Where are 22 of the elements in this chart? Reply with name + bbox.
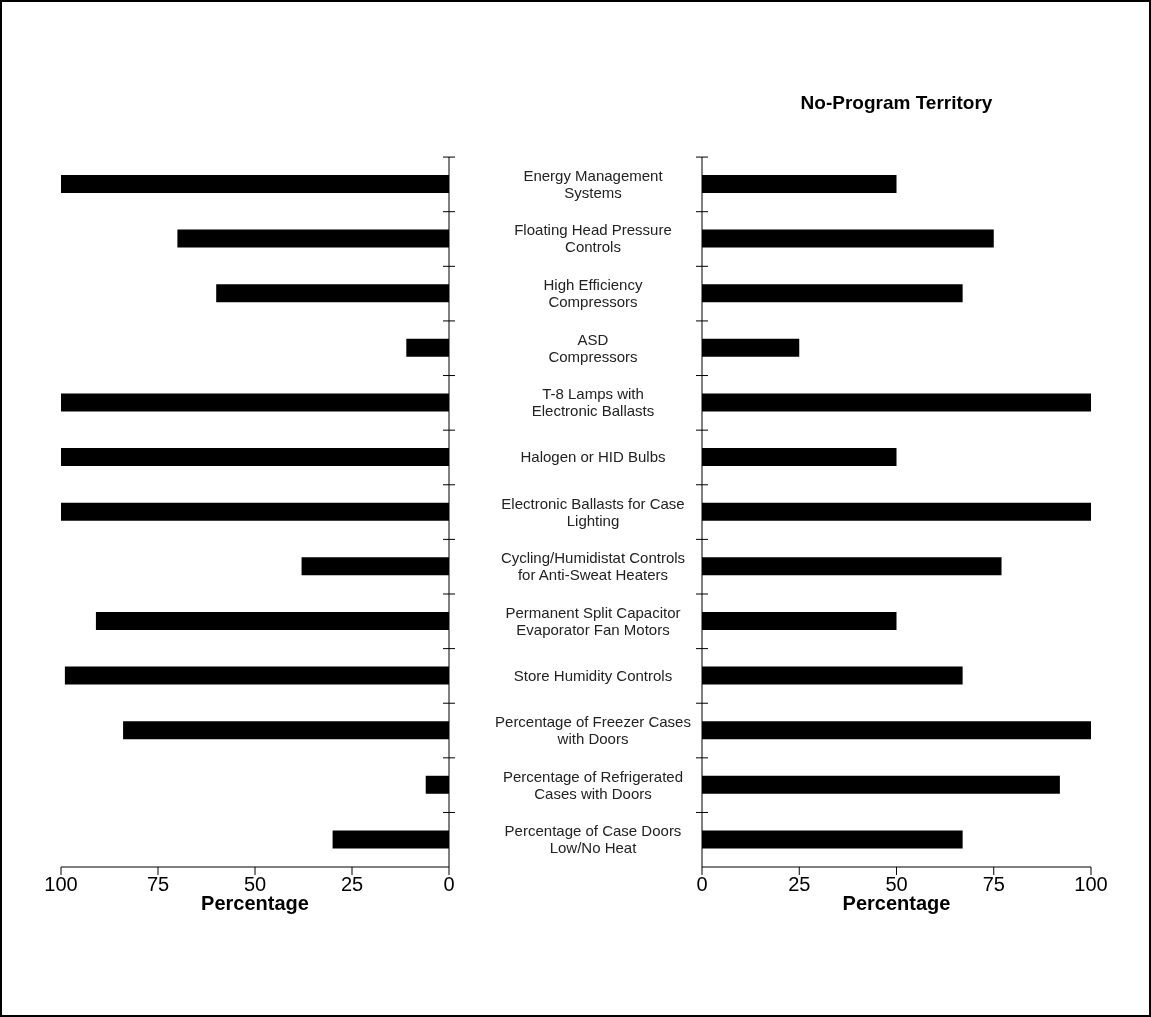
x-tick-label: 0: [696, 873, 708, 896]
chart-title: No-Program Territory: [799, 92, 994, 114]
y-tick-label: Electronic Ballasts for Case Lighting: [501, 494, 685, 529]
y-tick-label: Store Humidity Controls: [513, 666, 673, 684]
x-tick-label: 75: [146, 873, 170, 896]
y-tick-label: Cycling/Humidistat Controls for Anti-Sweat Heaters: [500, 549, 686, 584]
y-tick-label: High Efficiency Compressors: [543, 276, 643, 311]
y-tick-label: Permanent Split Capacitor Evaporator Fan Motors: [505, 603, 681, 638]
x-tick-label: 25: [340, 873, 364, 896]
x-tick-label: 100: [44, 873, 78, 896]
x-tick-label: 0: [443, 873, 455, 896]
x-tick-label: 75: [982, 873, 1005, 896]
y-tick-label: Halogen or HID Bulbs: [520, 448, 666, 466]
y-tick-label: Energy Management Systems: [523, 166, 664, 201]
y-tick-label: Percentage of Refrigerated Cases with Doors: [502, 767, 684, 802]
y-tick-label: Percentage of Case Doors Low/No Heat: [504, 822, 682, 857]
x-tick-label: 100: [1074, 873, 1108, 896]
y-tick-label: Percentage of Freezer Cases with Doors: [495, 712, 691, 747]
y-tick-label: T-8 Lamps with Electronic Ballasts: [531, 385, 655, 420]
y-tick-label: Floating Head Pressure Controls: [514, 221, 672, 256]
y-tick-label: ASD Compressors: [548, 330, 638, 365]
x-tick-label: 25: [788, 873, 811, 896]
